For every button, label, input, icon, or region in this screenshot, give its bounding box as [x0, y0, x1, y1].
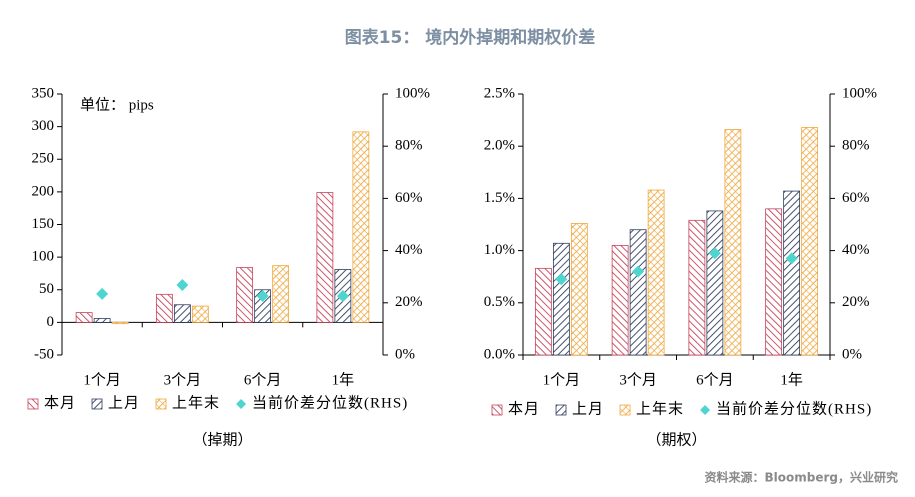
legend-marker: [491, 404, 503, 416]
bar: [765, 208, 783, 356]
point: [785, 252, 798, 265]
y2-tick-label: 20%: [842, 294, 870, 310]
x-tick-label: 1年: [780, 371, 803, 388]
bar: [629, 229, 647, 356]
y-tick-label: 0.0%: [484, 346, 515, 362]
x-tick-label: 6个月: [244, 371, 282, 388]
x-axis-title: （掉期）: [192, 431, 252, 448]
bar: [570, 223, 588, 356]
bar: [783, 190, 801, 356]
legend-label: 当前价差分位数(RHS): [716, 400, 872, 417]
y-tick-label: 150: [32, 216, 55, 232]
point: [555, 273, 568, 286]
y2-tick-label: 80%: [842, 138, 870, 154]
bar: [724, 129, 742, 356]
x-tick-label: 3个月: [164, 371, 202, 388]
y2-tick-label: 100%: [842, 85, 877, 101]
x-tick-label: 3个月: [619, 371, 657, 388]
legend-label: 本月: [44, 394, 76, 411]
x-tick-label: 6个月: [696, 371, 734, 388]
bar: [647, 189, 665, 356]
bar: [236, 267, 254, 323]
bar: [191, 305, 209, 323]
bar: [111, 321, 129, 325]
y-tick-label: 1.0%: [484, 242, 515, 258]
x-tick-label: 1个月: [83, 371, 121, 388]
y-tick-label: -50: [34, 346, 54, 362]
bar: [173, 304, 191, 323]
legend-marker: [27, 398, 39, 410]
bar: [75, 312, 93, 323]
bar: [272, 265, 290, 323]
bar: [352, 131, 370, 323]
y2-tick-label: 60%: [842, 190, 870, 206]
y-tick-label: 200: [32, 183, 55, 199]
legend-label: 上月: [108, 394, 140, 411]
y-tick-label: 2.5%: [484, 85, 515, 101]
y2-tick-label: 0%: [842, 346, 862, 362]
bar: [316, 192, 334, 323]
legend-marker: [91, 398, 103, 410]
y2-tick-label: 80%: [395, 138, 423, 154]
legend-marker: [619, 404, 631, 416]
x-axis-title: （期权）: [646, 431, 706, 448]
legend-label: 上月: [572, 400, 604, 417]
point: [176, 279, 189, 292]
y-tick-label: 0: [47, 314, 55, 330]
y2-tick-label: 40%: [395, 242, 423, 258]
y2-tick-label: 100%: [395, 85, 430, 101]
y2-tick-label: 60%: [395, 190, 423, 206]
legend-label: 本月: [508, 400, 540, 417]
bar: [688, 219, 706, 356]
annotation: 单位： pips: [80, 96, 154, 113]
legend-marker: [236, 399, 247, 409]
y-tick-label: 350: [32, 85, 55, 101]
bar: [93, 318, 111, 323]
point: [632, 265, 645, 278]
source: 资料来源：Bloomberg，兴业研究: [705, 470, 899, 485]
legend-label: 上年末: [636, 400, 684, 417]
y-tick-label: 2.0%: [484, 138, 515, 154]
y-tick-label: 1.5%: [484, 190, 515, 206]
legend-marker: [155, 398, 167, 410]
y-tick-label: 0.5%: [484, 294, 515, 310]
x-tick-label: 1个月: [543, 371, 581, 388]
bar: [611, 244, 629, 356]
bar: [155, 293, 173, 323]
bar: [706, 210, 724, 356]
y2-tick-label: 40%: [842, 242, 870, 258]
y-tick-label: 300: [32, 118, 55, 134]
legend-label: 上年末: [172, 394, 220, 411]
point: [336, 290, 349, 303]
chart-title: 图表15： 境内外掉期和期权价差: [345, 27, 596, 48]
y-tick-label: 50: [39, 281, 54, 297]
point: [96, 287, 109, 300]
x-tick-label: 1年: [332, 371, 355, 388]
bar: [534, 267, 552, 356]
point: [708, 247, 721, 260]
y2-tick-label: 20%: [395, 294, 423, 310]
legend-label: 当前价差分位数(RHS): [252, 394, 408, 411]
y2-tick-label: 0%: [395, 346, 415, 362]
point: [256, 290, 269, 303]
bar: [552, 242, 570, 356]
legend-marker: [555, 404, 567, 416]
legend-marker: [700, 405, 711, 415]
y-tick-label: 100: [32, 249, 55, 265]
bar: [801, 127, 819, 356]
y-tick-label: 250: [32, 151, 55, 167]
